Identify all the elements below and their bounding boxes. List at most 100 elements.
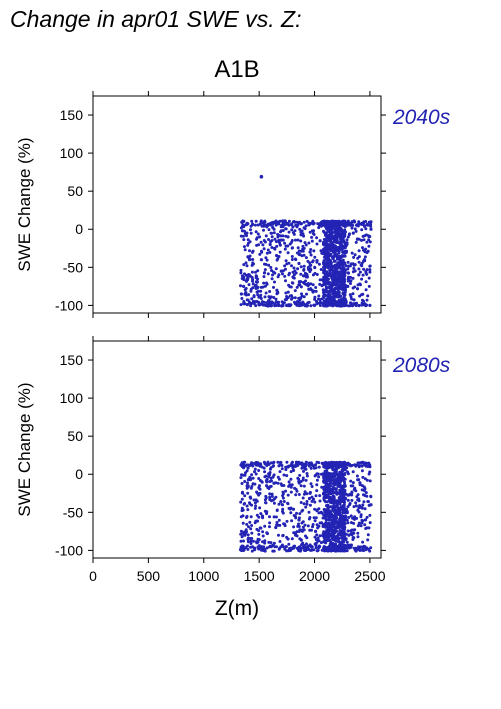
data-point: [362, 258, 366, 262]
data-point: [339, 505, 343, 509]
data-point: [283, 298, 287, 302]
data-point: [314, 286, 318, 289]
data-point: [369, 223, 373, 226]
data-point: [251, 261, 255, 265]
data-point: [318, 499, 322, 503]
data-point: [242, 245, 246, 249]
data-point: [286, 502, 290, 506]
data-point: [290, 281, 294, 285]
data-point: [239, 548, 243, 553]
data-point: [272, 285, 275, 289]
data-point: [343, 290, 347, 294]
data-point: [325, 279, 329, 283]
data-point: [292, 525, 296, 529]
data-point: [295, 530, 299, 534]
data-point: [312, 233, 316, 236]
data-point: [336, 286, 339, 290]
data-point: [278, 243, 282, 247]
data-point: [270, 492, 274, 496]
y-tick-label: -50: [63, 259, 83, 275]
data-point: [306, 266, 310, 269]
data-point: [357, 273, 361, 277]
data-point: [341, 246, 345, 250]
y-tick-label: 50: [67, 183, 83, 199]
data-point: [306, 524, 310, 528]
data-point: [258, 462, 262, 466]
data-point: [280, 467, 284, 471]
data-point: [318, 494, 322, 498]
data-point: [239, 515, 243, 519]
data-point: [295, 220, 299, 224]
data-point: [296, 238, 300, 242]
data-point: [335, 492, 339, 496]
data-point: [277, 518, 281, 522]
data-point: [256, 537, 260, 541]
data-point: [249, 486, 253, 490]
data-point: [310, 528, 313, 532]
data-point: [257, 302, 261, 306]
data-point: [350, 543, 353, 547]
data-point: [295, 534, 299, 538]
data-point: [314, 538, 318, 542]
data-point: [341, 264, 345, 268]
data-point: [290, 222, 294, 226]
data-point: [315, 533, 319, 537]
data-point: [334, 504, 338, 508]
data-point: [245, 504, 249, 508]
data-point: [332, 259, 336, 263]
data-point: [322, 219, 326, 223]
data-point: [294, 238, 297, 242]
data-point: [332, 462, 336, 466]
data-point: [283, 547, 287, 551]
data-point: [313, 519, 317, 523]
data-point: [358, 483, 362, 487]
data-point: [275, 509, 279, 512]
data-point: [277, 464, 281, 468]
data-point: [351, 223, 355, 227]
data-point: [311, 219, 315, 223]
data-point: [368, 264, 372, 268]
data-point: [274, 297, 278, 301]
data-point: [342, 266, 346, 270]
data-point: [318, 239, 322, 243]
data-point: [309, 482, 313, 486]
data-point: [246, 238, 250, 242]
data-point: [367, 461, 371, 465]
data-point: [343, 546, 347, 549]
data-point: [343, 300, 347, 304]
data-point: [249, 527, 253, 531]
data-point: [353, 285, 357, 289]
data-point: [307, 464, 311, 468]
data-point: [275, 304, 279, 307]
data-point: [250, 250, 254, 254]
data-point: [351, 231, 355, 235]
data-point: [304, 467, 308, 471]
data-point: [321, 288, 325, 292]
data-point: [270, 479, 273, 483]
data-point: [294, 516, 298, 520]
data-point: [291, 507, 295, 511]
data-point: [297, 493, 301, 496]
data-point: [344, 517, 348, 521]
data-point: [330, 221, 334, 224]
data-point: [271, 464, 275, 468]
data-point: [291, 468, 296, 472]
data-point: [367, 238, 371, 242]
data-point: [285, 549, 289, 553]
x-tick-label: 2500: [354, 568, 385, 584]
data-point: [242, 284, 246, 288]
data-point: [317, 301, 321, 305]
data-point: [352, 505, 356, 509]
data-point: [351, 481, 355, 485]
data-point: [240, 220, 244, 224]
data-point: [348, 293, 352, 297]
data-point: [325, 236, 329, 240]
data-point: [263, 462, 267, 466]
data-point: [328, 268, 332, 272]
data-point: [310, 548, 314, 552]
data-point: [284, 244, 288, 248]
data-point: [247, 283, 251, 287]
data-point: [326, 220, 330, 224]
data-point: [302, 274, 306, 278]
data-point: [360, 277, 364, 281]
